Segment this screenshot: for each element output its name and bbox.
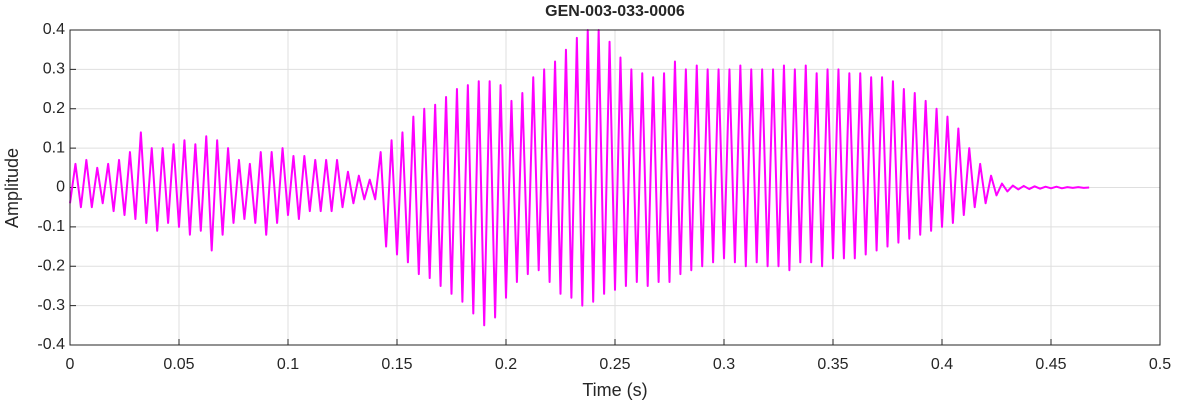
y-tick-label: -0.4 bbox=[37, 336, 65, 353]
x-tick-label: 0.3 bbox=[713, 356, 735, 373]
y-tick-label: 0 bbox=[56, 179, 65, 196]
y-axis-label: Amplitude bbox=[2, 148, 22, 228]
x-tick-label: 0.5 bbox=[1149, 356, 1171, 373]
x-tick-label: 0.4 bbox=[931, 356, 953, 373]
x-tick-label: 0 bbox=[66, 356, 75, 373]
y-tick-label: 0.1 bbox=[43, 139, 65, 156]
x-tick-label: 0.05 bbox=[163, 356, 194, 373]
y-tick-label: 0.3 bbox=[43, 61, 65, 78]
x-axis-label: Time (s) bbox=[582, 380, 647, 400]
waveform-line bbox=[69, 29, 1090, 327]
y-tick-label: 0.2 bbox=[43, 100, 65, 117]
y-tick-label: -0.3 bbox=[37, 297, 65, 314]
plot-frame bbox=[69, 29, 1161, 346]
y-tick-label: 0.4 bbox=[43, 21, 65, 38]
x-tick-label: 0.15 bbox=[381, 356, 412, 373]
x-tick-label: 0.1 bbox=[277, 356, 299, 373]
chart-title: GEN-003-033-0006 bbox=[545, 3, 685, 20]
y-tick-label: -0.2 bbox=[37, 257, 65, 274]
x-tick-label: 0.35 bbox=[817, 356, 848, 373]
x-tick-label: 0.45 bbox=[1035, 356, 1066, 373]
x-tick-label: 0.2 bbox=[495, 356, 517, 373]
y-tick-label: -0.1 bbox=[37, 218, 65, 235]
x-tick-label: 0.25 bbox=[599, 356, 630, 373]
